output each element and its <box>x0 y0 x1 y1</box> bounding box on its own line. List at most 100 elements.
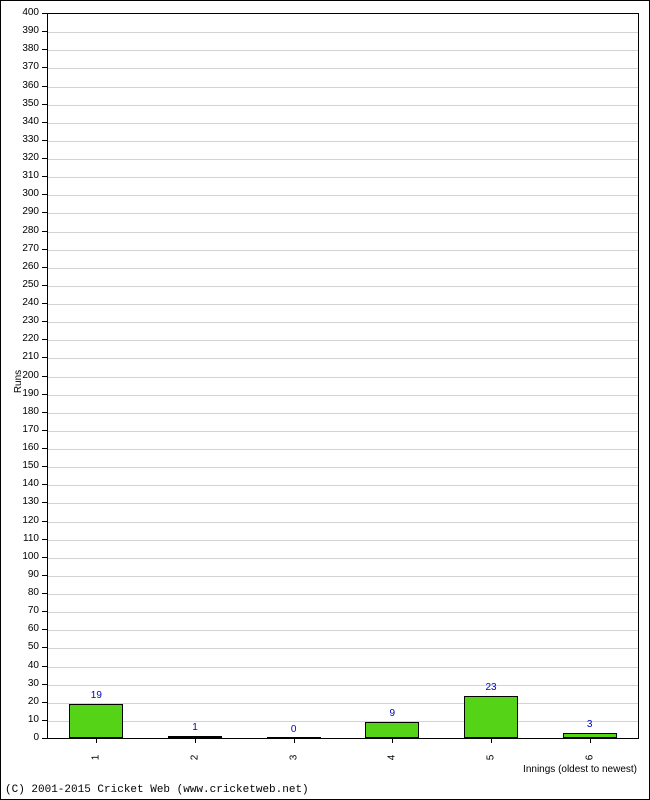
y-tick-label: 30 <box>1 679 39 689</box>
gridline <box>47 395 638 396</box>
y-tick-label: 70 <box>1 606 39 616</box>
x-tick-label: 6 <box>584 755 595 761</box>
y-tick-label: 240 <box>1 298 39 308</box>
y-tick-label: 110 <box>1 534 39 544</box>
y-tick-label: 290 <box>1 207 39 217</box>
bar <box>464 696 518 738</box>
y-tick-label: 100 <box>1 552 39 562</box>
gridline <box>47 612 638 613</box>
gridline <box>47 286 638 287</box>
x-axis-title: Innings (oldest to newest) <box>523 764 637 775</box>
gridline <box>47 177 638 178</box>
y-tick-label: 260 <box>1 262 39 272</box>
y-tick-label: 370 <box>1 62 39 72</box>
gridline <box>47 576 638 577</box>
y-tick-label: 380 <box>1 44 39 54</box>
y-tick-label: 250 <box>1 280 39 290</box>
y-tick-label: 210 <box>1 352 39 362</box>
gridline <box>47 105 638 106</box>
y-tick-label: 130 <box>1 497 39 507</box>
y-tick-label: 180 <box>1 407 39 417</box>
gridline <box>47 485 638 486</box>
gridline <box>47 268 638 269</box>
gridline <box>47 87 638 88</box>
y-tick-label: 160 <box>1 443 39 453</box>
y-tick-label: 300 <box>1 189 39 199</box>
gridline <box>47 304 638 305</box>
bar-value-label: 1 <box>192 722 198 733</box>
y-tick-label: 10 <box>1 715 39 725</box>
plot-area <box>47 13 639 738</box>
y-tick-label: 330 <box>1 135 39 145</box>
bar-value-label: 0 <box>291 724 297 735</box>
y-axis-line <box>47 13 48 738</box>
chart-container: Runs Innings (oldest to newest) (C) 2001… <box>0 0 650 800</box>
x-tick-label: 2 <box>190 755 201 761</box>
x-tick-mark <box>590 738 591 743</box>
y-tick-label: 80 <box>1 588 39 598</box>
gridline <box>47 322 638 323</box>
x-tick-mark <box>96 738 97 743</box>
bar-value-label: 9 <box>390 708 396 719</box>
bar <box>365 722 419 738</box>
gridline <box>47 195 638 196</box>
gridline <box>47 721 638 722</box>
gridline <box>47 594 638 595</box>
gridline <box>47 340 638 341</box>
y-tick-label: 270 <box>1 244 39 254</box>
gridline <box>47 667 638 668</box>
y-tick-label: 40 <box>1 661 39 671</box>
y-tick-label: 0 <box>1 733 39 743</box>
gridline <box>47 413 638 414</box>
y-tick-label: 350 <box>1 99 39 109</box>
y-tick-label: 120 <box>1 516 39 526</box>
y-tick-label: 360 <box>1 81 39 91</box>
gridline <box>47 522 638 523</box>
y-tick-label: 90 <box>1 570 39 580</box>
gridline <box>47 32 638 33</box>
gridline <box>47 630 638 631</box>
y-tick-label: 170 <box>1 425 39 435</box>
y-tick-label: 220 <box>1 334 39 344</box>
bar <box>69 704 123 738</box>
gridline <box>47 377 638 378</box>
bar-value-label: 19 <box>91 690 102 701</box>
gridline <box>47 250 638 251</box>
gridline <box>47 141 638 142</box>
gridline <box>47 159 638 160</box>
x-tick-label: 5 <box>486 755 497 761</box>
x-tick-label: 4 <box>387 755 398 761</box>
y-tick-label: 140 <box>1 479 39 489</box>
y-tick-label: 400 <box>1 8 39 18</box>
y-tick-label: 190 <box>1 389 39 399</box>
x-tick-label: 3 <box>288 755 299 761</box>
gridline <box>47 213 638 214</box>
y-tick-label: 310 <box>1 171 39 181</box>
gridline <box>47 358 638 359</box>
gridline <box>47 50 638 51</box>
x-tick-mark <box>294 738 295 743</box>
y-tick-label: 320 <box>1 153 39 163</box>
gridline <box>47 449 638 450</box>
gridline <box>47 467 638 468</box>
gridline <box>47 431 638 432</box>
x-tick-label: 1 <box>91 755 102 761</box>
x-tick-mark <box>392 738 393 743</box>
x-axis-line <box>47 738 639 739</box>
y-tick-label: 280 <box>1 226 39 236</box>
x-tick-mark <box>491 738 492 743</box>
gridline <box>47 68 638 69</box>
y-tick-label: 200 <box>1 371 39 381</box>
y-tick-label: 340 <box>1 117 39 127</box>
y-tick-label: 150 <box>1 461 39 471</box>
y-tick-label: 20 <box>1 697 39 707</box>
gridline <box>47 123 638 124</box>
bar-value-label: 3 <box>587 719 593 730</box>
gridline <box>47 685 638 686</box>
gridline <box>47 558 638 559</box>
gridline <box>47 648 638 649</box>
bar-value-label: 23 <box>485 682 496 693</box>
y-tick-label: 60 <box>1 624 39 634</box>
y-tick-label: 230 <box>1 316 39 326</box>
gridline <box>47 703 638 704</box>
